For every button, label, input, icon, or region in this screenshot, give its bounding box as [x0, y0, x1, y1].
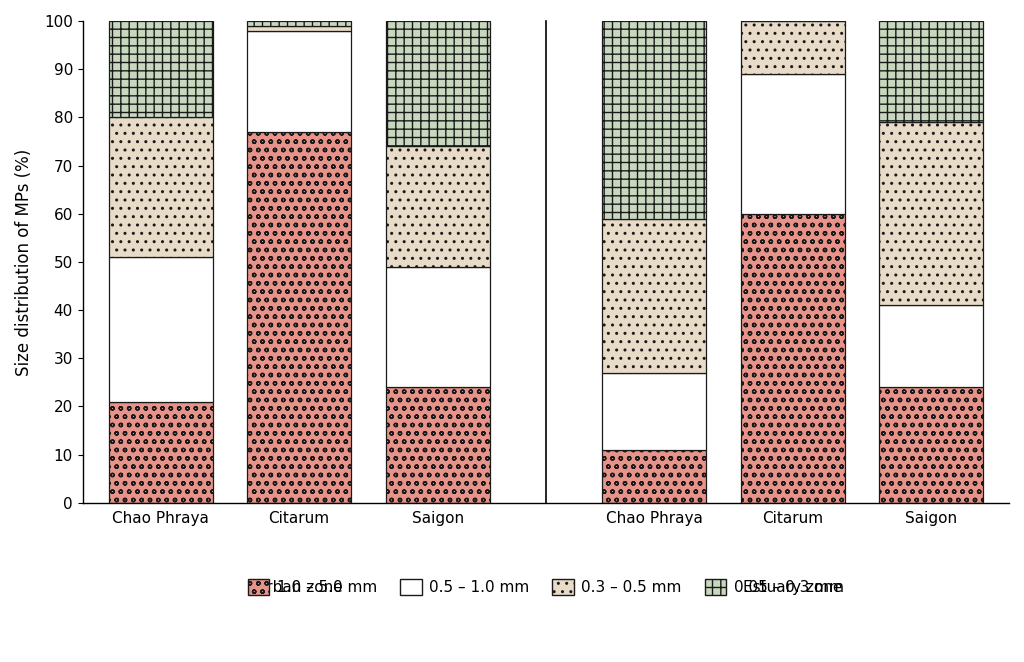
Legend: 1.0 – 5.0 mm, 0.5 – 1.0 mm, 0.3 – 0.5 mm, 0.05 – 0.3 mm: 1.0 – 5.0 mm, 0.5 – 1.0 mm, 0.3 – 0.5 mm… [242, 573, 850, 601]
Bar [109, 21, 213, 117]
Y-axis label: Size distribution of MPs (%): Size distribution of MPs (%) [15, 148, 33, 375]
Bar [880, 305, 983, 387]
Text: Estuary zone: Estuary zone [742, 580, 843, 595]
Bar [247, 26, 351, 30]
Bar [386, 146, 489, 267]
Bar [247, 30, 351, 132]
Text: Urban zone: Urban zone [255, 580, 343, 595]
Bar [386, 21, 489, 146]
Bar [602, 21, 706, 218]
Bar [740, 21, 845, 74]
Bar [880, 387, 983, 502]
Bar [880, 122, 983, 305]
Bar [386, 387, 489, 502]
Bar [602, 373, 706, 449]
Bar [602, 218, 706, 373]
Bar [880, 21, 983, 122]
Bar [740, 214, 845, 502]
Bar [247, 132, 351, 502]
Bar [602, 449, 706, 502]
Bar [109, 117, 213, 257]
Bar [109, 257, 213, 402]
Bar [109, 402, 213, 502]
Bar [386, 267, 489, 387]
Bar [247, 21, 351, 26]
Bar [740, 74, 845, 214]
